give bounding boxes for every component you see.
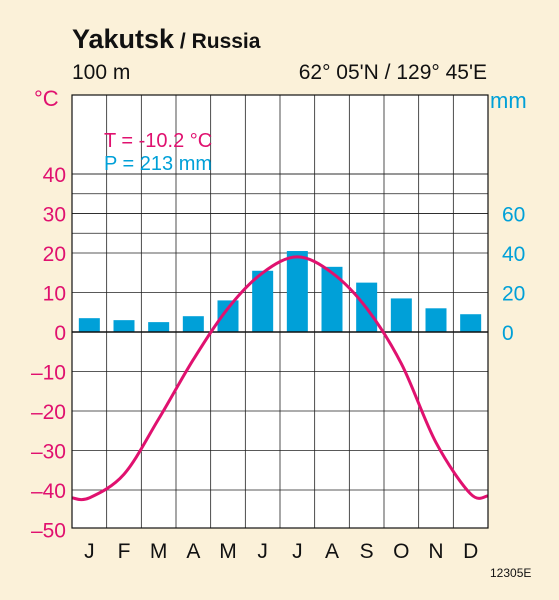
month-tick-label: S [360,540,374,563]
temperature-tick-label: 0 [54,322,66,345]
precipitation-tick-label: 60 [502,204,525,227]
plot-frame [71,94,489,529]
precipitation-bar [321,266,343,332]
temperature-tick-label: –20 [31,401,66,424]
temperature-tick-label: 10 [43,283,66,306]
chart-subtitle-country: / Russia [174,30,261,53]
month-tick-label: M [150,540,168,563]
month-tick-label: A [186,540,200,563]
month-tick-label: A [325,540,339,563]
precipitation-bar [182,316,204,332]
month-tick-label: J [257,540,268,563]
precipitation-tick-label: 40 [502,243,525,266]
elevation-label: 100 m [72,61,131,84]
temperature-axis-ticks: 40 30 20 10 0 –10 –20 –30 –40 –50 [31,164,66,543]
precipitation-bar [390,298,412,332]
precipitation-bar [460,314,482,332]
precipitation-bar [113,320,135,332]
month-tick-label: J [84,540,95,563]
temperature-tick-label: 30 [43,204,66,227]
precipitation-bar [217,300,239,332]
grid [72,95,488,528]
month-tick-label: N [428,540,443,563]
precipitation-axis-ticks: 0 20 40 60 [502,204,525,346]
precipitation-bar [286,251,308,332]
temperature-tick-label: 20 [43,243,66,266]
month-tick-label: J [292,540,303,563]
precipitation-tick-label: 0 [502,322,514,345]
precipitation-tick-label: 20 [502,283,525,306]
month-tick-label: O [393,540,409,563]
coordinates-label: 62° 05'N / 129° 45'E [298,61,487,84]
temperature-tick-label: –10 [31,362,66,385]
precipitation-unit-label: mm [490,88,527,113]
figure-code: 12305E [490,566,532,580]
precipitation-bar [148,322,170,332]
temperature-curve [71,255,489,502]
precipitation-total-label: P = 213 mm [104,153,212,175]
precipitation-bar [425,308,447,332]
temperature-tick-label: –40 [31,480,66,503]
precipitation-bar [78,318,100,332]
temperature-tick-label: –50 [31,520,66,543]
month-tick-label: F [118,540,131,563]
temperature-tick-label: –30 [31,441,66,464]
temperature-mean-label: T = -10.2 °C [104,130,212,152]
temperature-unit-label: °C [34,86,59,111]
month-tick-label: D [463,540,478,563]
month-tick-label: M [219,540,237,563]
chart-title: Yakutsk / Russia [72,24,261,54]
precipitation-bar [252,270,274,332]
temperature-tick-label: 40 [43,164,66,187]
